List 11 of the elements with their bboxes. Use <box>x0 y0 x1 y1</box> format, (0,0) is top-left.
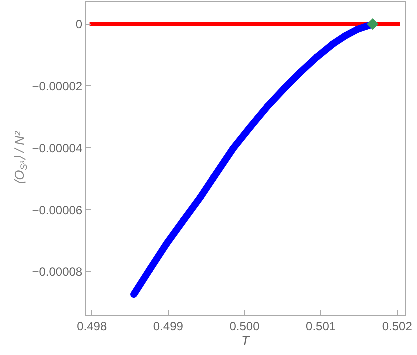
x-tick-label: 0.500 <box>230 319 260 334</box>
y-tick-label: −0.00008 <box>32 265 83 280</box>
x-tick-label: 0.501 <box>306 319 336 334</box>
x-tick-label: 0.498 <box>77 319 108 334</box>
y-tick-label: −0.00002 <box>32 79 83 94</box>
y-tick-label: −0.00006 <box>32 203 83 218</box>
x-tick-label: 0.499 <box>153 319 184 334</box>
x-axis-title: T <box>242 333 251 348</box>
y-tick-label: 0 <box>76 17 83 32</box>
y-tick-label: −0.00004 <box>32 141 83 156</box>
x-tick-label: 0.502 <box>382 319 413 334</box>
